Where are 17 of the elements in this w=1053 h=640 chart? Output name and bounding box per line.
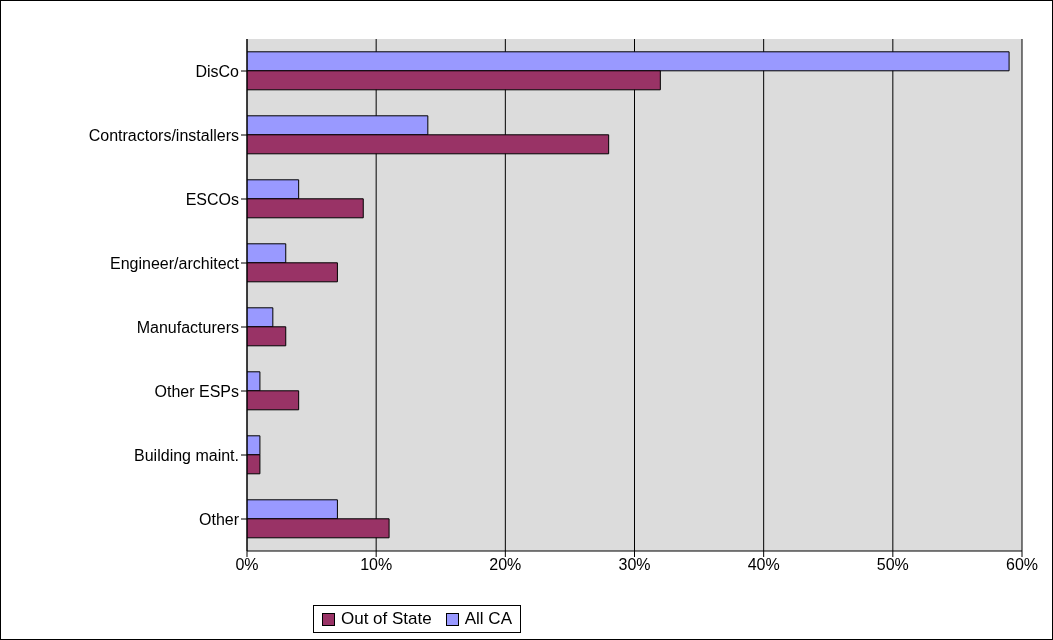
- y-tick-label: ESCOs: [185, 190, 239, 208]
- legend-label: Out of State: [340, 609, 432, 629]
- y-tick-label: Manufacturers: [136, 318, 239, 336]
- x-tick-label: 40%: [747, 556, 780, 574]
- x-tick-label: 50%: [876, 556, 909, 574]
- y-tick-label: Other: [198, 510, 240, 528]
- y-tick-label: Engineer/architect: [110, 254, 240, 272]
- y-tick-label: Other ESPs: [154, 382, 239, 400]
- x-tick-label: 60%: [1005, 556, 1039, 574]
- y-tick-label: Contractors/installers: [88, 126, 239, 144]
- y-tick-label: Building maint.: [134, 446, 239, 464]
- legend-label: All CA: [463, 609, 512, 629]
- x-tick-label: 20%: [489, 556, 522, 574]
- x-tick-label: 10%: [360, 556, 393, 574]
- x-tick-label: 30%: [618, 556, 651, 574]
- y-tick-label: DisCo: [195, 62, 240, 80]
- x-tick-label: 0%: [235, 556, 259, 574]
